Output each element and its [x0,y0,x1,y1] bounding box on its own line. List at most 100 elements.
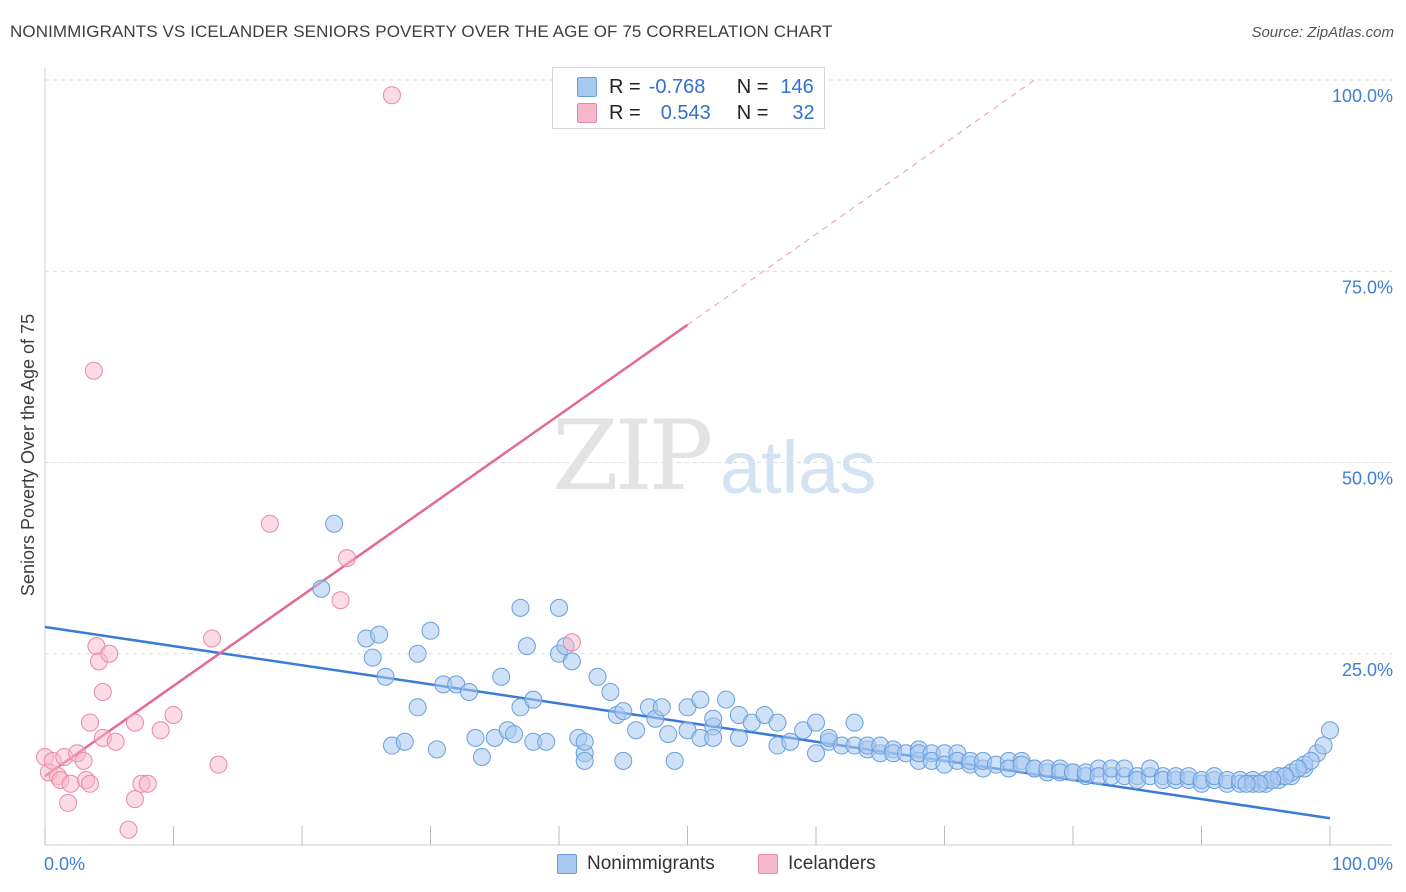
point-icelanders [119,820,138,839]
point-nonimmigrants [717,690,736,709]
legend-label: Icelanders [788,853,876,874]
point-icelanders [382,86,401,105]
point-nonimmigrants [472,748,491,767]
point-icelanders [151,721,170,740]
point-nonimmigrants [575,732,594,751]
point-icelanders [203,629,222,648]
point-nonimmigrants [505,725,524,744]
watermark-atlas: atlas [720,426,877,509]
swatch-nonimmigrants [577,77,597,97]
point-nonimmigrants [492,667,511,686]
swatch-nonimmigrants [557,854,577,874]
y-tick-label: 100.0% [1332,86,1393,106]
point-icelanders [138,774,157,793]
legend-item-icelanders: Icelanders [758,851,876,877]
point-icelanders [125,713,144,732]
point-nonimmigrants [665,751,684,770]
point-icelanders [84,361,103,380]
point-nonimmigrants [729,728,748,747]
point-nonimmigrants [466,728,485,747]
point-icelanders [260,514,279,533]
point-nonimmigrants [627,721,646,740]
point-nonimmigrants [408,644,427,663]
swatch-icelanders [758,854,778,874]
point-nonimmigrants [807,744,825,763]
point-nonimmigrants [588,667,607,686]
point-nonimmigrants [704,709,723,728]
point-icelanders [209,755,228,774]
point-nonimmigrants [614,751,633,770]
point-nonimmigrants [807,713,825,732]
point-nonimmigrants [845,713,864,732]
data-points [36,86,1339,839]
legend-label: Nonimmigrants [587,853,715,874]
point-icelanders [106,732,125,751]
point-nonimmigrants [325,514,344,533]
point-nonimmigrants [704,728,723,747]
point-nonimmigrants [768,713,787,732]
x-tick-label: 100.0% [1332,854,1393,874]
point-nonimmigrants [511,598,530,617]
point-nonimmigrants [1314,736,1333,755]
point-nonimmigrants [363,648,382,667]
r-label: R = [609,101,641,124]
point-nonimmigrants [1321,721,1339,740]
y-tick-label: 75.0% [1342,277,1393,297]
point-nonimmigrants [781,732,800,751]
legend-row-icelanders: R = 0.543 N = 32 [577,101,815,125]
point-nonimmigrants [537,732,556,751]
point-icelanders [337,549,356,568]
point-icelanders [100,644,119,663]
n-label: N = [736,101,769,124]
point-icelanders [125,790,144,809]
grid-lines [45,79,1392,655]
legend-row-nonimmigrants: R = -0.768 N = 146 [577,75,814,99]
tick-labels: 25.0% 50.0% 75.0% 100.0% 0.0% 100.0% [44,86,1393,874]
watermark-zip: ZIP [552,400,713,512]
n-value: 32 [792,101,815,124]
point-nonimmigrants [614,702,633,721]
point-nonimmigrants [427,740,446,759]
point-icelanders [80,713,99,732]
stats-legend: R = -0.768 N = 146 R = 0.543 N = 32 [552,67,825,129]
r-value: -0.768 [648,75,706,98]
y-tick-label: 50.0% [1342,469,1393,489]
point-icelanders [61,774,80,793]
point-icelanders [74,751,93,770]
point-icelanders [331,591,350,610]
y-tick-label: 25.0% [1342,660,1393,680]
point-nonimmigrants [370,625,389,644]
point-icelanders [59,793,78,812]
point-nonimmigrants [421,621,440,640]
source-label: Source: ZipAtlas.com [1251,24,1394,41]
point-nonimmigrants [659,725,678,744]
point-icelanders [80,774,99,793]
r-label: R = [609,75,641,98]
trend-line-icelanders-extension [687,79,1035,326]
point-nonimmigrants [575,751,594,770]
trend-line-icelanders [44,323,689,778]
point-nonimmigrants [460,683,479,701]
x-tick-label: 0.0% [44,854,85,874]
point-nonimmigrants [517,637,536,656]
point-nonimmigrants [550,598,568,617]
swatch-icelanders [577,103,597,123]
point-icelanders [562,633,581,652]
n-label: N = [736,75,769,98]
point-nonimmigrants [1237,774,1256,793]
point-nonimmigrants [524,690,543,709]
point-icelanders [93,683,112,701]
y-axis-label: Seniors Poverty Over the Age of 75 [18,314,38,596]
point-icelanders [164,705,183,724]
axes [44,68,1392,846]
r-value: 0.543 [660,101,711,124]
point-nonimmigrants [395,732,414,751]
point-nonimmigrants [562,652,581,671]
point-nonimmigrants [601,683,620,701]
legend-item-nonimmigrants: Nonimmigrants [557,851,715,877]
n-value: 146 [780,75,814,98]
chart-title: NONIMMIGRANTS VS ICELANDER SENIORS POVER… [10,22,833,41]
point-nonimmigrants [408,698,427,717]
point-nonimmigrants [376,667,395,686]
